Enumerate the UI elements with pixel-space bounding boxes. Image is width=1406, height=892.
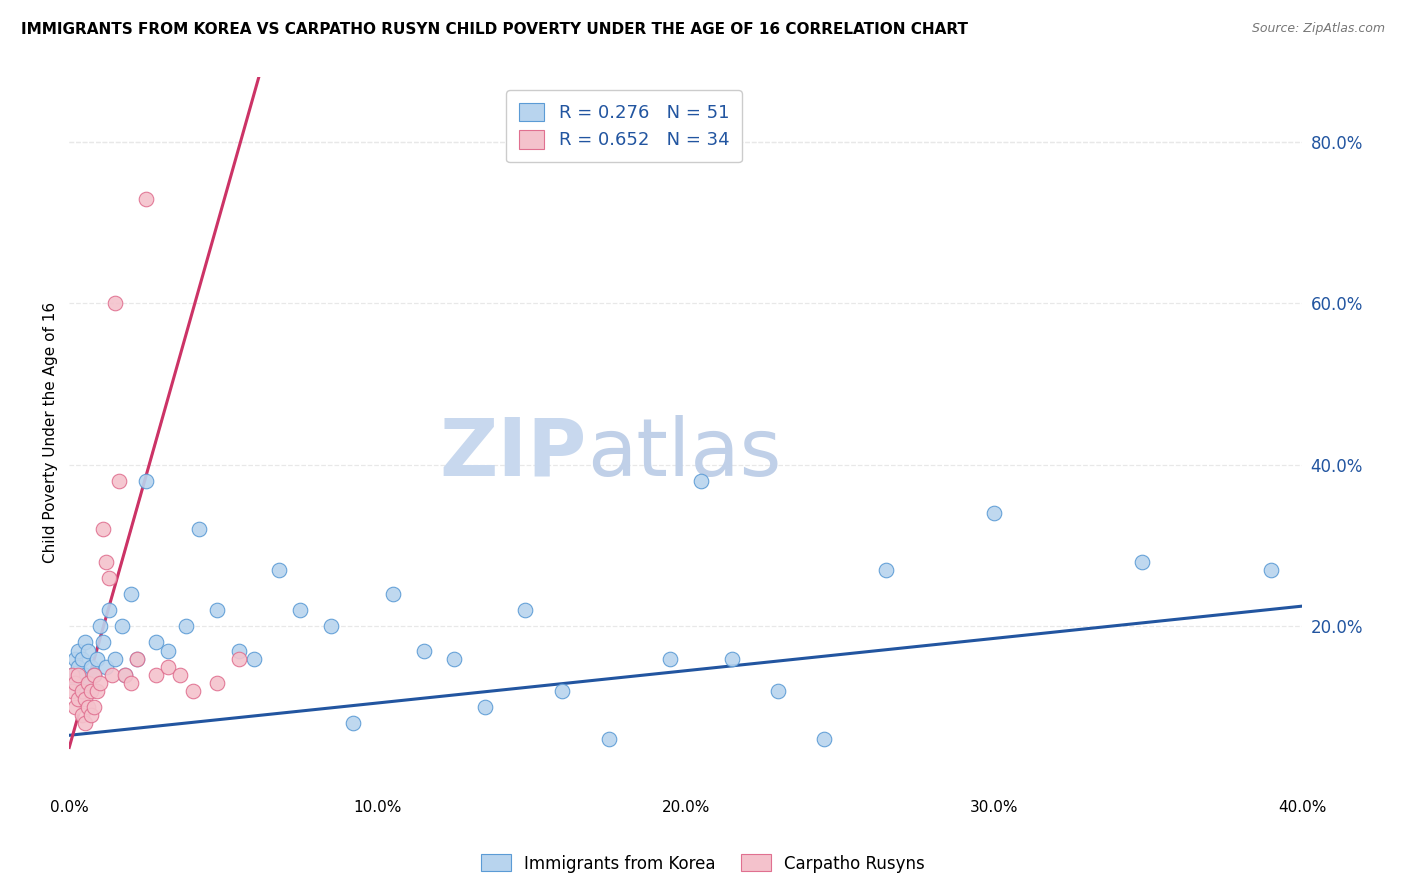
Point <box>73 692 96 706</box>
Point <box>60 667 83 681</box>
Point <box>73 635 96 649</box>
Text: ZIP: ZIP <box>440 415 588 493</box>
Point <box>1260 563 1282 577</box>
Point <box>1130 555 1153 569</box>
Point <box>89 675 111 690</box>
Text: IMMIGRANTS FROM KOREA VS CARPATHO RUSYN CHILD POVERTY UNDER THE AGE OF 16 CORREL: IMMIGRANTS FROM KOREA VS CARPATHO RUSYN … <box>21 22 969 37</box>
Text: atlas: atlas <box>588 415 782 493</box>
Point <box>80 684 103 698</box>
Point <box>551 684 574 698</box>
Point <box>60 667 83 681</box>
Point <box>474 700 496 714</box>
Point <box>875 563 897 577</box>
Point <box>228 651 250 665</box>
Point <box>60 684 83 698</box>
Point <box>412 643 434 657</box>
Point <box>169 667 191 681</box>
Point <box>83 667 105 681</box>
Point <box>86 651 108 665</box>
Point <box>73 716 96 731</box>
Point <box>176 619 198 633</box>
Point <box>156 643 179 657</box>
Point <box>156 659 179 673</box>
Point <box>120 587 142 601</box>
Point <box>96 659 118 673</box>
Point <box>983 506 1005 520</box>
Point <box>125 651 148 665</box>
Point <box>104 651 127 665</box>
Point <box>65 675 87 690</box>
Point <box>267 563 290 577</box>
Point <box>70 708 93 723</box>
Point <box>89 619 111 633</box>
Point <box>145 635 167 649</box>
Point <box>381 587 404 601</box>
Point <box>76 643 98 657</box>
Point <box>83 667 105 681</box>
Point <box>690 474 713 488</box>
Point <box>96 555 118 569</box>
Point <box>135 192 157 206</box>
Point <box>114 667 136 681</box>
Point <box>135 474 157 488</box>
Point <box>67 692 90 706</box>
Point <box>107 474 129 488</box>
Point <box>125 651 148 665</box>
Point <box>67 667 90 681</box>
Point <box>76 700 98 714</box>
Legend: Immigrants from Korea, Carpatho Rusyns: Immigrants from Korea, Carpatho Rusyns <box>474 847 932 880</box>
Point <box>659 651 682 665</box>
Y-axis label: Child Poverty Under the Age of 16: Child Poverty Under the Age of 16 <box>44 302 58 563</box>
Point <box>321 619 343 633</box>
Point <box>228 643 250 657</box>
Point <box>91 523 114 537</box>
Point <box>70 684 93 698</box>
Point <box>290 603 312 617</box>
Point <box>76 675 98 690</box>
Point <box>67 659 90 673</box>
Legend: R = 0.276   N = 51, R = 0.652   N = 34: R = 0.276 N = 51, R = 0.652 N = 34 <box>506 90 742 162</box>
Point <box>80 659 103 673</box>
Point <box>80 708 103 723</box>
Point <box>187 523 209 537</box>
Point <box>145 667 167 681</box>
Point <box>73 667 96 681</box>
Point <box>515 603 537 617</box>
Point <box>120 675 142 690</box>
Point <box>766 684 789 698</box>
Point <box>86 684 108 698</box>
Point <box>598 732 620 747</box>
Point <box>98 603 121 617</box>
Text: Source: ZipAtlas.com: Source: ZipAtlas.com <box>1251 22 1385 36</box>
Point <box>91 635 114 649</box>
Point <box>205 603 228 617</box>
Point <box>114 667 136 681</box>
Point <box>65 651 87 665</box>
Point <box>342 716 364 731</box>
Point <box>101 667 124 681</box>
Point <box>70 651 93 665</box>
Point <box>65 700 87 714</box>
Point <box>111 619 134 633</box>
Point <box>98 571 121 585</box>
Point <box>181 684 204 698</box>
Point <box>76 675 98 690</box>
Point <box>70 684 93 698</box>
Point <box>443 651 465 665</box>
Point <box>104 296 127 310</box>
Point <box>813 732 835 747</box>
Point <box>205 675 228 690</box>
Point <box>83 700 105 714</box>
Point <box>721 651 744 665</box>
Point <box>65 675 87 690</box>
Point <box>67 643 90 657</box>
Point <box>243 651 266 665</box>
